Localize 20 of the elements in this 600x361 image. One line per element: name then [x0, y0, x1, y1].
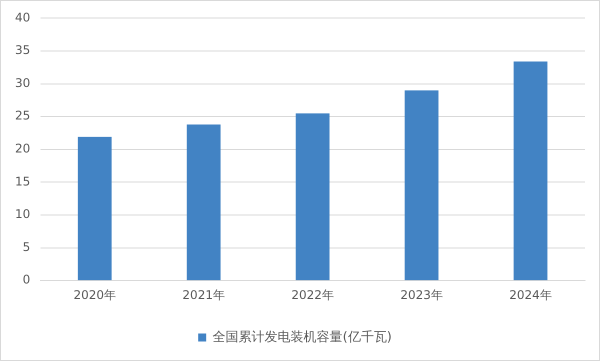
bar: [514, 61, 548, 280]
x-tick-label: 2024年: [509, 288, 552, 302]
x-tick-label: 2022年: [291, 288, 334, 302]
x-tick-label: 2023年: [400, 288, 443, 302]
y-tick-label: 5: [22, 240, 30, 254]
y-tick-label: 30: [14, 76, 30, 90]
y-tick-label: 15: [14, 174, 30, 188]
y-tick-label: 10: [14, 207, 30, 222]
bar: [296, 113, 330, 280]
y-tick-label: 0: [22, 272, 30, 287]
y-tick-label: 40: [14, 10, 30, 24]
y-tick-label: 35: [14, 43, 30, 58]
bar: [78, 136, 112, 280]
bar: [186, 124, 221, 280]
y-tick-label: 20: [14, 142, 30, 156]
legend-label: 全国累计发电装机容量(亿千瓦): [212, 328, 392, 345]
y-tick-label: 25: [14, 108, 30, 123]
x-tick-label: 2020年: [73, 288, 116, 302]
bar: [404, 90, 438, 280]
x-tick-label: 2021年: [182, 288, 225, 302]
